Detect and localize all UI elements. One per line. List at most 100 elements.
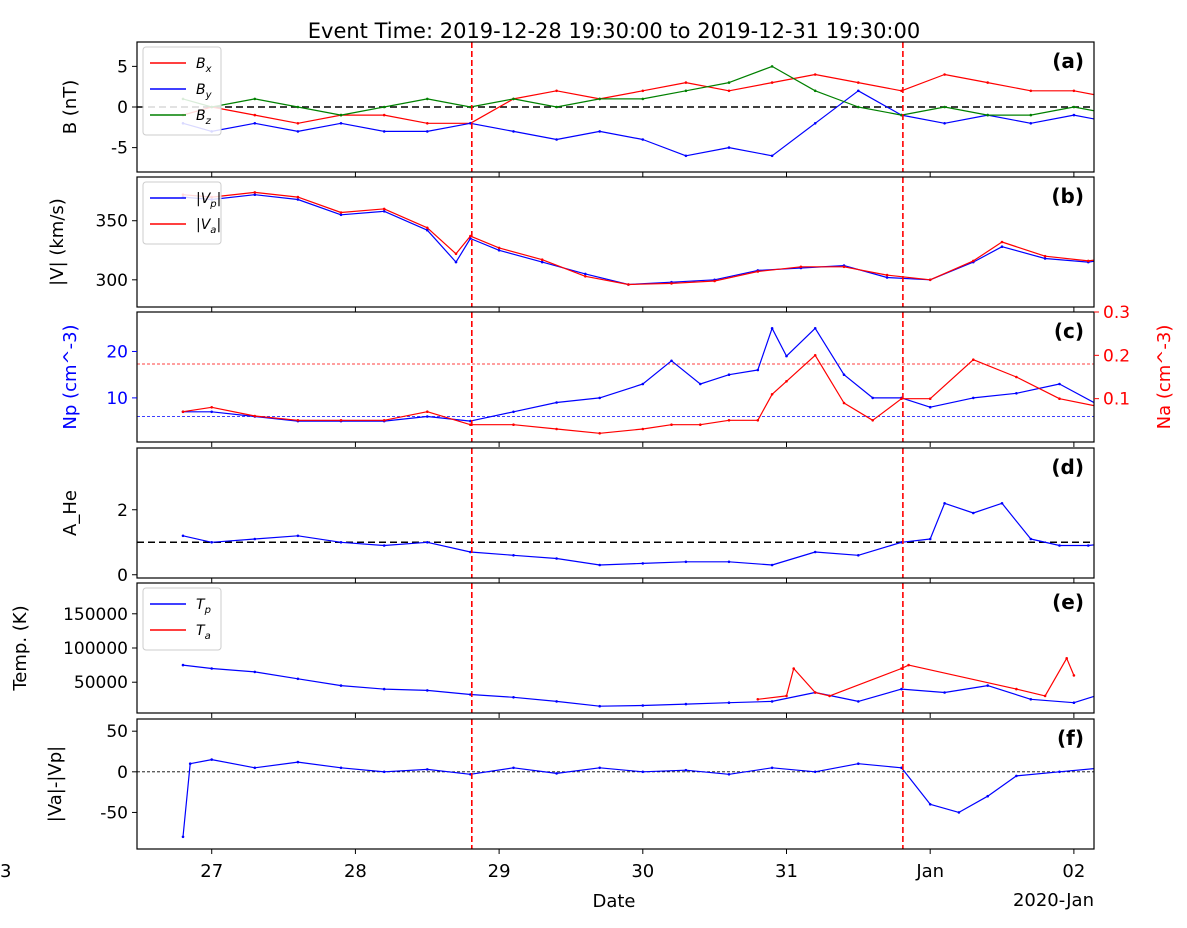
series-np-point — [555, 401, 558, 404]
panel-frame — [136, 176, 1095, 308]
series-np-point — [972, 396, 975, 400]
legend: |Vp||Va| — [142, 181, 222, 245]
series-ta-point — [1043, 694, 1047, 698]
series-tp-point — [986, 684, 989, 687]
series-va-point — [1000, 240, 1004, 244]
series-vp-point — [382, 210, 386, 213]
series-tp-point — [512, 696, 515, 699]
series-vavp-point — [253, 766, 257, 770]
series-np-point — [928, 405, 932, 409]
series-bx-point — [641, 89, 645, 93]
panel-label: (d) — [1051, 455, 1084, 479]
series-ahe-point — [1000, 502, 1004, 505]
series-tp-point — [555, 700, 558, 703]
series-np-point — [813, 327, 817, 330]
series-ahe-point — [1087, 544, 1090, 547]
series-va-point — [842, 265, 846, 269]
series-ahe-point — [382, 544, 386, 547]
series-vavp-point — [813, 770, 817, 774]
y-tick-label: 0 — [117, 98, 128, 118]
series-vavp-point — [928, 803, 932, 806]
panel-f: -50 0 50 |Va|-|Vp| (f) — [45, 718, 1095, 854]
series-na-point — [972, 358, 975, 362]
panel-frame — [136, 447, 1095, 579]
series-na-point — [339, 419, 343, 422]
x-axis-label: Date — [592, 891, 635, 912]
series-ahe-point — [181, 534, 185, 538]
series-bx-point — [1072, 89, 1076, 93]
series-by-point — [1029, 122, 1033, 125]
series-tp-point — [296, 677, 300, 681]
series-by-point — [253, 122, 257, 125]
series-va-point — [627, 283, 630, 286]
panel-plot-area — [137, 327, 1094, 435]
series-vavp-point — [181, 835, 185, 839]
series-tp-point — [253, 670, 257, 674]
x-tick-label: 27 — [200, 861, 223, 882]
series-vp-point — [253, 193, 257, 196]
series-ta-point — [792, 667, 795, 670]
series-np-point — [727, 373, 731, 377]
series-tp-point — [770, 700, 774, 703]
series-vavp-point — [382, 770, 386, 774]
series-by-point — [296, 130, 300, 133]
series-vp-point — [1000, 245, 1004, 248]
series-va-point — [253, 191, 257, 194]
x-axis: 27 28 29 30 31 Jan 02 03 — [0, 861, 1085, 882]
series-tp-point — [382, 687, 386, 691]
series-bz-point — [382, 105, 386, 109]
panel-d: 0 2 A_He (d) — [60, 447, 1095, 586]
series-va-point — [1043, 254, 1047, 258]
y-tick-label: 100000 — [63, 639, 128, 659]
series-ahe-point — [598, 563, 601, 567]
series-bx-point — [727, 89, 731, 93]
panel-plot-area — [137, 65, 1094, 158]
series-ta-point — [1015, 687, 1018, 691]
series-na-point — [871, 419, 874, 422]
series-ahe-point — [1058, 544, 1061, 547]
series-np-point — [699, 382, 702, 386]
legend-box — [142, 46, 222, 136]
series-vp-point — [540, 260, 544, 264]
series-vavp-point — [512, 766, 515, 770]
series-na-point — [555, 427, 558, 431]
series-bz-point — [684, 89, 688, 93]
series-ta-point — [1072, 674, 1076, 677]
series-ahe-point — [943, 502, 946, 505]
y-tick-label: 350 — [96, 212, 128, 232]
series-na-point — [770, 393, 774, 396]
series-vavp-point — [210, 758, 213, 761]
series-vavp-point — [957, 811, 961, 814]
series-np-point — [756, 368, 760, 372]
series-by-point — [1072, 113, 1076, 117]
y-tick-label: 50 — [106, 722, 128, 742]
series-bx-point — [1029, 89, 1033, 93]
series-ta-point — [756, 698, 760, 701]
series-bz-point — [813, 89, 817, 93]
series-bx-point — [986, 81, 989, 84]
series-va-point — [454, 252, 458, 256]
panel-b: 300 350 |V| (km/s) (b) |Vp||Va| — [47, 176, 1095, 312]
series-tp-point — [1029, 698, 1033, 701]
series-ahe-point — [512, 554, 515, 557]
series-np-point — [670, 359, 673, 363]
series-bx-point — [813, 73, 817, 76]
series-ahe-point — [857, 554, 860, 557]
series-tp-point — [943, 691, 946, 694]
series-na-point — [296, 419, 300, 422]
series-vavp-point — [339, 766, 343, 770]
series-by-point — [512, 130, 515, 133]
series-tp-point — [727, 701, 731, 704]
series-na-point — [210, 406, 213, 409]
y-tick-label: 20 — [106, 342, 128, 362]
series-vavp-point — [986, 794, 989, 798]
series-ahe-point — [426, 541, 429, 544]
series-vp-point — [584, 272, 587, 276]
series-ahe-point — [972, 511, 975, 515]
series-bx-point — [382, 113, 386, 117]
series-np-point — [426, 415, 429, 418]
y-axis-label: |Va|-|Vp| — [45, 746, 66, 822]
